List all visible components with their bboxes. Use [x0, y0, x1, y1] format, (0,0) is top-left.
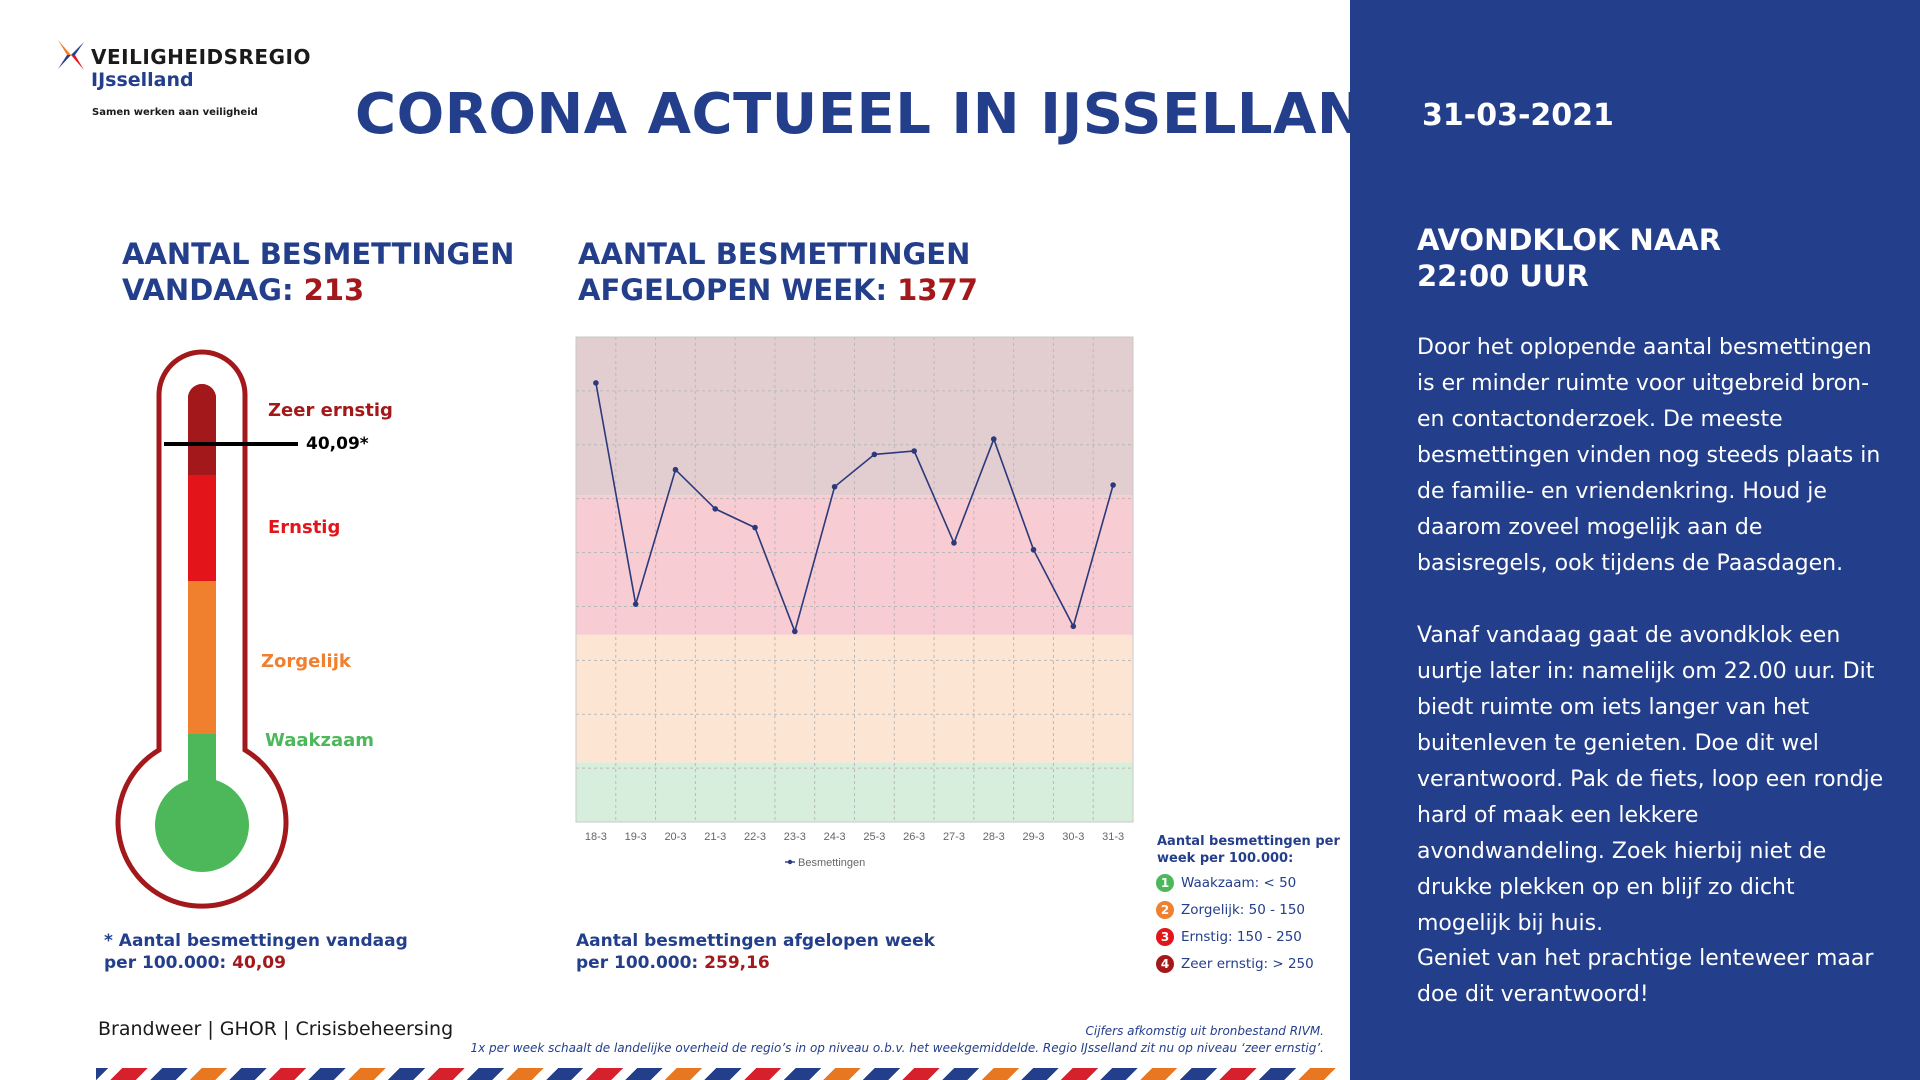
today-footnote-line1: * Aantal besmettingen vandaag: [104, 931, 408, 951]
data-point: [951, 540, 957, 546]
panel-paragraph-3: Geniet van het prachtige lenteweer maar …: [1417, 946, 1874, 1007]
data-point: [672, 466, 679, 473]
data-point: [792, 628, 798, 635]
level-3-badge: 3: [1156, 928, 1174, 946]
data-point: [712, 506, 719, 512]
zone-bar-ernstig: [188, 475, 216, 582]
logo-region: IJsselland: [91, 69, 194, 91]
panel-heading: AVONDKLOK NAAR 22:00 UUR: [1417, 222, 1721, 294]
zone-bar-cap: [188, 384, 216, 475]
panel-heading-line1: AVONDKLOK NAAR: [1417, 223, 1722, 257]
level-legend-label: Zeer ernstig: > 250: [1181, 956, 1314, 972]
panel-date: 31-03-2021: [1422, 98, 1614, 133]
data-point: [990, 436, 997, 442]
today-title-prefix: VANDAAG:: [122, 273, 304, 307]
level-legend-label: Zorgelijk: 50 - 150: [1181, 902, 1306, 918]
page-title: CORONA ACTUEEL IN IJSSELLAND: [355, 82, 1412, 147]
data-point: [1070, 623, 1077, 630]
today-value: 213: [303, 273, 365, 307]
data-point: [593, 380, 599, 386]
x-tick-label: 21-3: [704, 831, 726, 843]
chart-legend-label: Besmettingen: [798, 857, 865, 869]
x-tick-label: 28-3: [983, 831, 1005, 843]
panel-paragraph-2: Vanaf vandaag gaat de avondklok een uurt…: [1417, 623, 1884, 936]
zone-label-ernstig: Ernstig: [268, 517, 341, 538]
today-title-line1: AANTAL BESMETTINGEN: [122, 237, 515, 271]
footer-organizations: Brandweer | GHOR | Crisisbeheersing: [98, 1018, 454, 1040]
level-4-badge: 4: [1156, 955, 1174, 973]
today-title-line2: VANDAAG: 213: [122, 272, 514, 308]
x-tick-label: 30-3: [1062, 831, 1084, 843]
thermometer-bulb: [155, 778, 249, 872]
level-marker-label: 40,09*: [306, 434, 369, 454]
footer-note: 1x per week schaalt de landelijke overhe…: [470, 1041, 1324, 1055]
data-point: [871, 451, 878, 458]
thermometer: [115, 349, 298, 909]
data-point: [1110, 482, 1116, 488]
level-legend-label: Waakzaam: < 50: [1181, 875, 1297, 891]
x-tick-label: 27-3: [943, 831, 965, 843]
week-footnote-line2: per 100.000: 259,16: [576, 952, 935, 974]
x-tick-label: 20-3: [664, 831, 686, 843]
chart-frame: [575, 336, 1134, 823]
today-footnote-line2: per 100.000: 40,09: [104, 952, 408, 974]
level-legend-item: 2 Zorgelijk: 50 - 150: [1156, 901, 1305, 919]
week-footnote-line1: Aantal besmettingen afgelopen week: [576, 931, 935, 951]
logo-tagline: Samen werken aan veiligheid: [92, 107, 258, 118]
week-footnote: Aantal besmettingen afgelopen week per 1…: [576, 930, 935, 974]
today-footnote: * Aantal besmettingen vandaag per 100.00…: [104, 930, 408, 974]
zone-bar-zorgelijk: [188, 581, 216, 735]
x-tick-label: 26-3: [903, 831, 925, 843]
level-legend-title-line2: week per 100.000:: [1157, 851, 1294, 866]
panel-paragraph-1: Door het oplopende aantal besmettingen i…: [1417, 335, 1881, 576]
data-point: [1030, 546, 1037, 553]
week-title: AANTAL BESMETTINGEN AFGELOPEN WEEK: 1377: [578, 236, 978, 308]
zone-label-zeer-ernstig: Zeer ernstig: [268, 400, 393, 421]
logo-name: VEILIGHEIDSREGIO: [91, 45, 311, 69]
data-point: [632, 601, 639, 607]
today-footnote-value: 40,09: [232, 953, 286, 973]
zone-label-zorgelijk: Zorgelijk: [261, 651, 351, 672]
chart-legend-marker: [787, 859, 793, 865]
level-legend-label: Ernstig: 150 - 250: [1181, 929, 1302, 945]
footer-source: Cijfers afkomstig uit bronbestand RIVM.: [1085, 1024, 1325, 1038]
weekly-infections-chart: 18-3 19-3 20-3 21-3 22-3 23-3 24-3 25-3 26-3 27-3…: [575, 336, 1134, 869]
x-tick-label: 25-3: [863, 831, 885, 843]
level-legend-item: 3 Ernstig: 150 - 250: [1156, 928, 1302, 946]
level-legend-item: 4 Zeer ernstig: > 250: [1156, 955, 1314, 973]
today-footnote-prefix: per 100.000:: [104, 953, 233, 973]
logo-star-icon: [58, 40, 84, 70]
today-title: AANTAL BESMETTINGEN VANDAAG: 213: [122, 236, 514, 308]
x-tick-label: 18-3: [585, 831, 607, 843]
data-point: [831, 483, 838, 490]
x-tick-label: 19-3: [625, 831, 647, 843]
week-footnote-prefix: per 100.000:: [576, 953, 705, 973]
level-2-badge: 2: [1156, 901, 1174, 919]
panel-heading-line2: 22:00 UUR: [1417, 259, 1589, 293]
airmail-stripe: [96, 1068, 1338, 1080]
week-title-prefix: AFGELOPEN WEEK:: [578, 273, 898, 307]
x-tick-label: 29-3: [1023, 831, 1045, 843]
zone-label-waakzaam: Waakzaam: [265, 730, 375, 751]
data-point: [911, 448, 917, 454]
x-tick-label: 22-3: [744, 831, 766, 843]
info-panel: [1350, 0, 1920, 1080]
level-legend-title-line1: Aantal besmettingen per: [1157, 834, 1340, 849]
week-title-line1: AANTAL BESMETTINGEN: [578, 237, 971, 271]
week-title-line2: AFGELOPEN WEEK: 1377: [578, 272, 978, 308]
week-value: 1377: [897, 273, 978, 307]
level-legend-item: 1 Waakzaam: < 50: [1156, 874, 1296, 892]
x-tick-label: 31-3: [1102, 831, 1124, 843]
level-legend-title: Aantal besmettingen per week per 100.000…: [1157, 833, 1340, 867]
week-footnote-value: 259,16: [704, 953, 770, 973]
x-tick-label: 24-3: [824, 831, 846, 843]
level-1-badge: 1: [1156, 874, 1174, 892]
x-tick-label: 23-3: [784, 831, 806, 843]
series-line: [595, 382, 1114, 634]
data-point: [752, 524, 758, 531]
